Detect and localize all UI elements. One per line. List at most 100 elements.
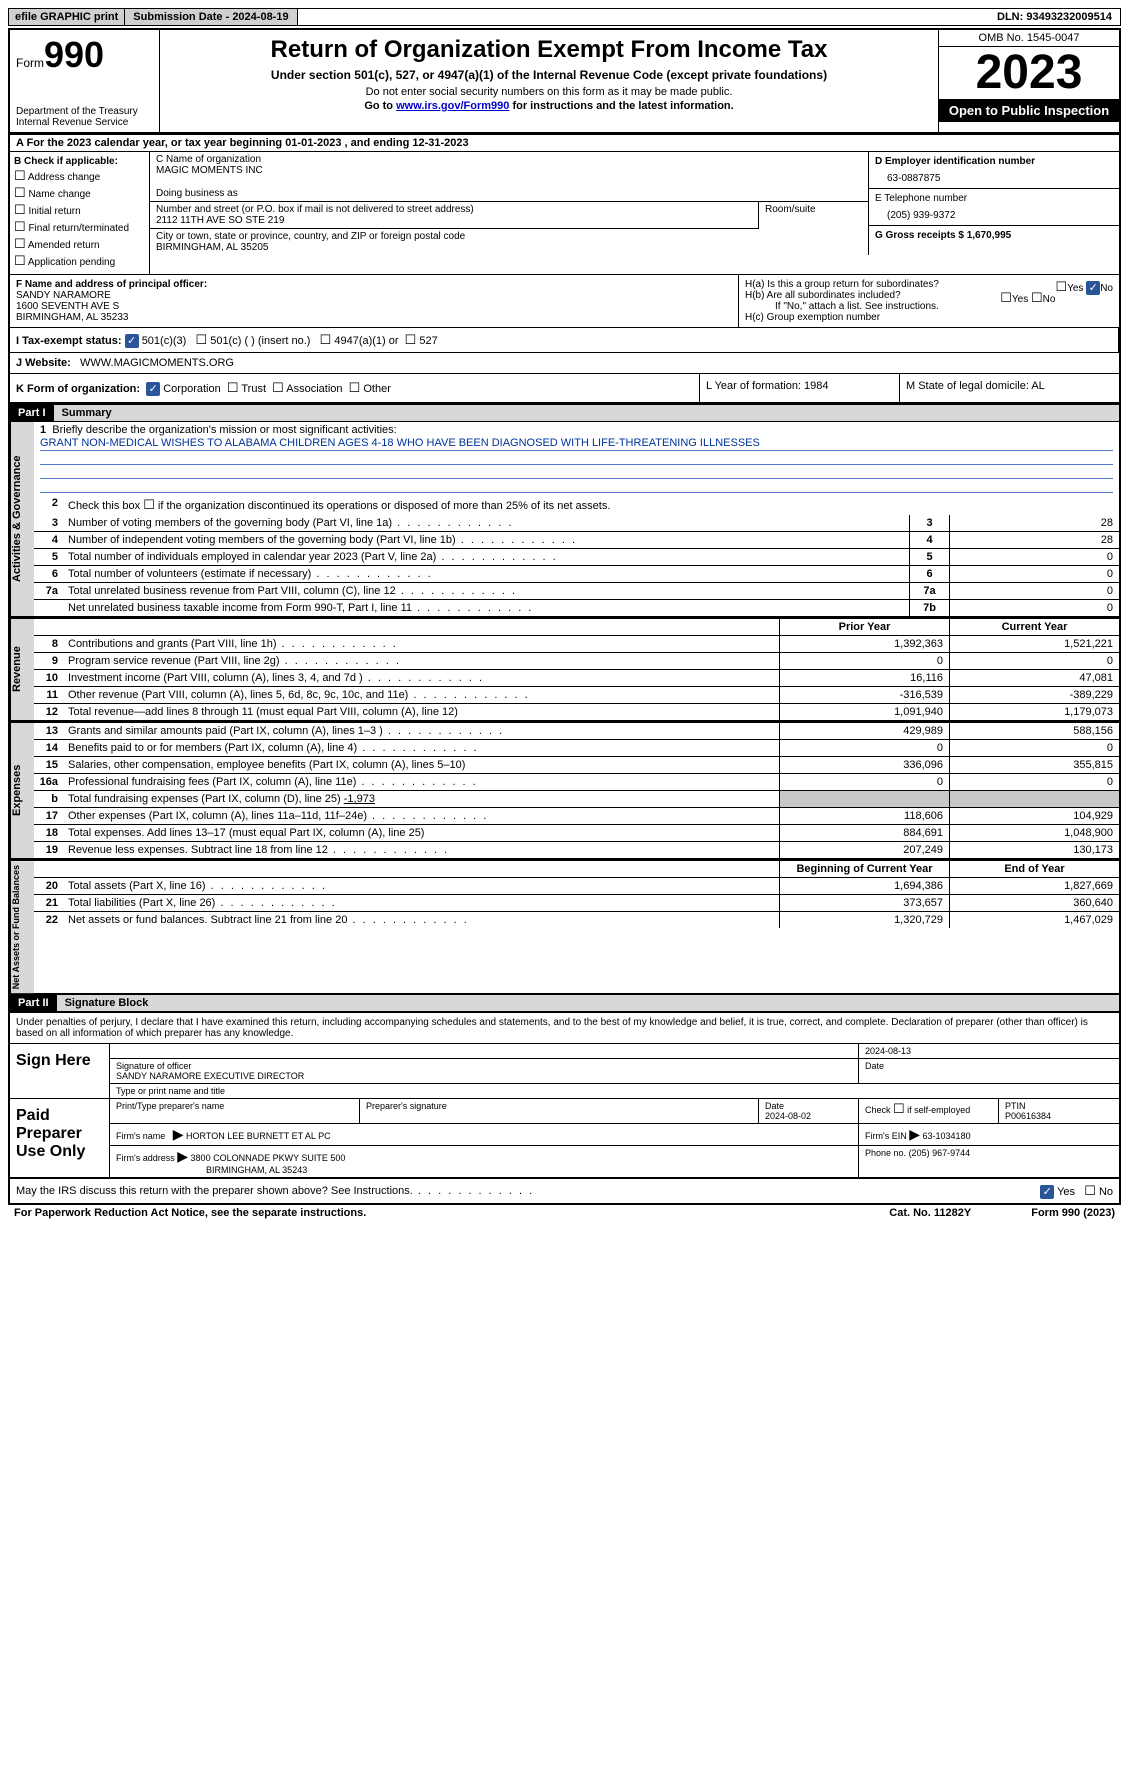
p10: 16,116 [779, 670, 949, 686]
tab-expenses: Expenses [10, 723, 34, 858]
org-name-label: C Name of organization [156, 154, 862, 165]
room-suite-label: Room/suite [759, 202, 869, 229]
officer-name: SANDY NARAMORE [16, 290, 111, 301]
ein-label: D Employer identification number [875, 156, 1035, 167]
prep-date-label: Date [765, 1101, 784, 1111]
c9: 0 [949, 653, 1119, 669]
line-5: Total number of individuals employed in … [64, 549, 909, 565]
chk-4947[interactable] [320, 335, 332, 347]
street-value: 2112 11TH AVE SO STE 219 [156, 215, 752, 226]
p18: 884,691 [779, 825, 949, 841]
line-14: Benefits paid to or for members (Part IX… [64, 740, 779, 756]
c19: 130,173 [949, 842, 1119, 858]
line-15: Salaries, other compensation, employee b… [64, 757, 779, 773]
chk-discuss-no[interactable] [1084, 1186, 1096, 1198]
state-domicile: M State of legal domicile: AL [899, 374, 1119, 402]
b20: 1,694,386 [779, 878, 949, 894]
prep-sig-label: Preparer's signature [360, 1099, 759, 1123]
chk-501c[interactable] [195, 335, 207, 347]
top-bar: efile GRAPHIC print Submission Date - 20… [8, 8, 1121, 26]
self-employed: Check if self-employed [859, 1099, 999, 1123]
perjury-statement: Under penalties of perjury, I declare th… [10, 1013, 1119, 1044]
chk-501c3[interactable]: ✓ [125, 334, 139, 348]
website-label: J Website: [16, 357, 71, 369]
chk-name-change[interactable]: Name change [14, 185, 145, 201]
phone-value: (205) 939-9372 [875, 204, 1113, 221]
tab-revenue: Revenue [10, 619, 34, 720]
website-value: WWW.MAGICMOMENTS.ORG [80, 357, 234, 369]
chk-corp[interactable]: ✓ [146, 382, 160, 396]
line-19: Revenue less expenses. Subtract line 18 … [64, 842, 779, 858]
chk-app-pending[interactable]: Application pending [14, 253, 145, 269]
h-a: H(a) Is this a group return for subordin… [745, 279, 1113, 290]
e21: 360,640 [949, 895, 1119, 911]
c16a: 0 [949, 774, 1119, 790]
org-name: MAGIC MOMENTS INC [156, 165, 862, 176]
p16b-grey [779, 791, 949, 807]
line-4: Number of independent voting members of … [64, 532, 909, 548]
current-year-hdr: Current Year [949, 619, 1119, 635]
prior-year-hdr: Prior Year [779, 619, 949, 635]
line-3: Number of voting members of the governin… [64, 515, 909, 531]
row-a-tax-year: A For the 2023 calendar year, or tax yea… [8, 135, 1121, 152]
chk-527[interactable] [405, 335, 417, 347]
ptin-value: P00616384 [1005, 1111, 1051, 1121]
p15: 336,096 [779, 757, 949, 773]
c10: 47,081 [949, 670, 1119, 686]
prep-name-label: Print/Type preparer's name [110, 1099, 360, 1123]
c16b-grey [949, 791, 1119, 807]
val-4: 28 [949, 532, 1119, 548]
sig-officer-label: Signature of officer [116, 1061, 191, 1071]
tax-year: 2023 [939, 47, 1119, 99]
chk-assoc[interactable] [272, 383, 284, 395]
chk-amended[interactable]: Amended return [14, 236, 145, 252]
firm-name: HORTON LEE BURNETT ET AL PC [186, 1131, 331, 1141]
p14: 0 [779, 740, 949, 756]
chk-trust[interactable] [227, 383, 239, 395]
line-12: Total revenue—add lines 8 through 11 (mu… [64, 704, 779, 720]
firm-phone: (205) 967-9744 [909, 1148, 971, 1158]
sig-date-top: 2024-08-13 [859, 1044, 1119, 1058]
chk-initial-return[interactable]: Initial return [14, 202, 145, 218]
line-7b: Net unrelated business taxable income fr… [64, 600, 909, 616]
form-title: Return of Organization Exempt From Incom… [168, 36, 930, 64]
p17: 118,606 [779, 808, 949, 824]
firm-ein-label: Firm's EIN [865, 1131, 907, 1141]
chk-final-return[interactable]: Final return/terminated [14, 219, 145, 235]
val-5: 0 [949, 549, 1119, 565]
sign-here-label: Sign Here [10, 1044, 110, 1098]
phone-label: E Telephone number [875, 193, 1113, 204]
sig-officer-name: SANDY NARAMORE EXECUTIVE DIRECTOR [116, 1071, 304, 1081]
irs-link[interactable]: www.irs.gov/Form990 [396, 100, 509, 112]
form-number: Form990 [16, 34, 153, 76]
c8: 1,521,221 [949, 636, 1119, 652]
year-formation: L Year of formation: 1984 [699, 374, 899, 402]
c15: 355,815 [949, 757, 1119, 773]
line-21: Total liabilities (Part X, line 26) [64, 895, 779, 911]
chk-address-change[interactable]: Address change [14, 168, 145, 184]
h-c: H(c) Group exemption number [745, 312, 1113, 323]
ssn-warning: Do not enter social security numbers on … [168, 86, 930, 98]
section-identity: B Check if applicable: Address change Na… [8, 152, 1121, 275]
c14: 0 [949, 740, 1119, 756]
mission-text: GRANT NON-MEDICAL WISHES TO ALABAMA CHIL… [40, 436, 1113, 451]
discuss-row: May the IRS discuss this return with the… [8, 1179, 1121, 1205]
chk-other[interactable] [349, 383, 361, 395]
line-16a: Professional fundraising fees (Part IX, … [64, 774, 779, 790]
firm-addr-label: Firm's address [116, 1153, 175, 1163]
beg-year-hdr: Beginning of Current Year [779, 861, 949, 877]
p8: 1,392,363 [779, 636, 949, 652]
paperwork-notice: For Paperwork Reduction Act Notice, see … [8, 1205, 1121, 1221]
dept-label: Department of the Treasury Internal Reve… [16, 106, 153, 128]
b22: 1,320,729 [779, 912, 949, 928]
e20: 1,827,669 [949, 878, 1119, 894]
omb-number: OMB No. 1545-0047 [939, 30, 1119, 47]
gross-receipts-label: G Gross receipts $ 1,670,995 [875, 230, 1011, 241]
chk-discuss-yes[interactable]: ✓ [1040, 1185, 1054, 1199]
p16a: 0 [779, 774, 949, 790]
part2-header: Part II Signature Block [8, 995, 1121, 1012]
line-2: Check this box if the organization disco… [64, 495, 1119, 515]
end-year-hdr: End of Year [949, 861, 1119, 877]
line-17: Other expenses (Part IX, column (A), lin… [64, 808, 779, 824]
street-label: Number and street (or P.O. box if mail i… [156, 204, 752, 215]
